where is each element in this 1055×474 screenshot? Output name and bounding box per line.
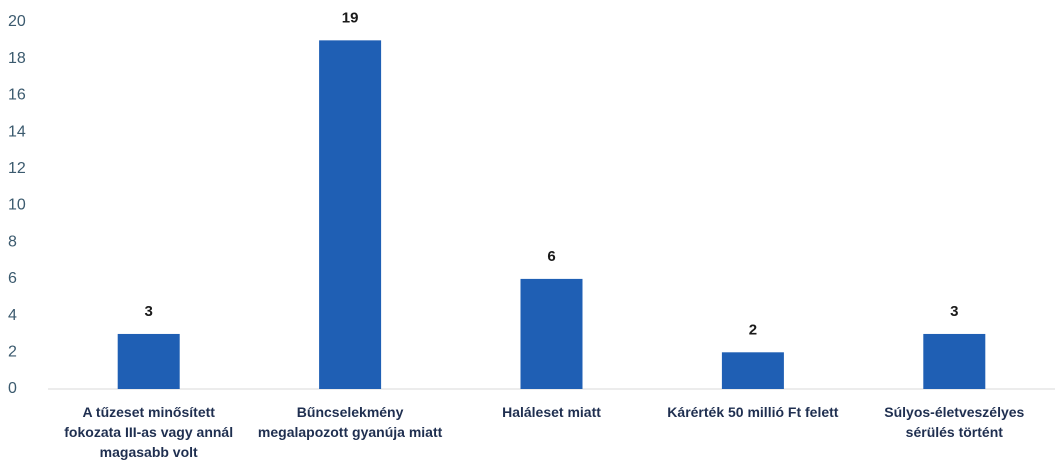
data-label: 6 [547,248,555,265]
data-label: 3 [145,303,153,320]
y-tick-label: 18 [8,50,26,67]
y-tick-label: 6 [8,270,17,287]
data-label: 2 [749,321,757,338]
bar [721,352,784,389]
x-tick-label: A tűzeset minősített fokozata III-as vag… [64,404,234,460]
y-tick-label: 14 [8,123,26,140]
y-tick-label: 0 [8,380,17,397]
y-tick-label: 20 [8,13,26,30]
y-tick-label: 16 [8,87,26,104]
data-label: 19 [342,9,359,26]
bar [117,333,180,389]
bar [520,278,583,389]
data-label: 3 [950,303,958,320]
y-tick-label: 2 [8,344,17,361]
bar [923,333,986,389]
y-tick-label: 4 [8,307,17,324]
x-tick-label: Súlyos-életveszélyes sérülés történt [884,404,1025,440]
y-tick-label: 8 [8,233,17,250]
y-tick-label: 12 [8,160,26,177]
x-tick-label: Kárérték 50 millió Ft felett [667,404,839,420]
bar [319,40,382,389]
x-tick-label: Bűncselekmény megalapozott gyanúja miatt [257,404,443,440]
y-tick-label: 10 [8,197,26,214]
x-tick-label: Haláleset miatt [502,404,601,420]
